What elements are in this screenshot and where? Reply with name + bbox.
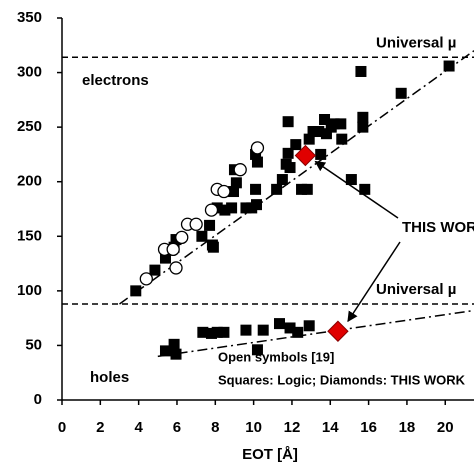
square-point: [359, 183, 371, 195]
square-point: [170, 348, 182, 360]
square-point: [443, 60, 455, 72]
square-point: [240, 324, 252, 336]
square-point: [168, 338, 180, 350]
x-tick-label: 8: [211, 419, 219, 436]
square-point: [313, 126, 325, 138]
square-point: [273, 318, 285, 330]
y-tick-label: 100: [17, 282, 42, 299]
circle-point: [166, 242, 180, 257]
square-point: [355, 65, 367, 77]
square-point: [257, 324, 269, 336]
square-point: [292, 326, 304, 338]
square-point: [301, 183, 313, 195]
square-point: [196, 230, 208, 242]
square-point: [250, 148, 262, 160]
trend-line: [157, 309, 474, 358]
square-point: [307, 126, 319, 138]
square-point: [240, 202, 252, 214]
square-point: [357, 121, 369, 133]
square-point: [282, 147, 294, 159]
y-tick-label: 0: [34, 391, 42, 408]
square-point: [149, 264, 161, 276]
square-point: [296, 183, 308, 195]
square-point: [357, 111, 369, 123]
x-axis-label: EOT [Å]: [242, 446, 298, 463]
square-point: [276, 174, 288, 186]
circle-point: [204, 203, 219, 217]
square-point: [218, 326, 230, 338]
square-point: [315, 148, 327, 160]
x-tick-label: 18: [399, 419, 416, 436]
square-point: [251, 344, 263, 356]
square-point: [230, 177, 242, 189]
circle-point: [233, 163, 247, 177]
square-point: [395, 87, 407, 99]
circle-point: [250, 141, 265, 155]
square-point: [228, 186, 240, 198]
x-tick-label: 10: [245, 419, 262, 436]
arrow: [347, 241, 401, 323]
y-tick-label: 300: [17, 64, 42, 81]
x-tick-label: 16: [360, 419, 377, 436]
square-point: [284, 162, 296, 174]
square-point: [197, 326, 209, 338]
annotation: Squares: Logic; Diamonds: THIS WORK: [218, 372, 466, 387]
square-point: [282, 116, 294, 128]
trend-line: [119, 50, 474, 305]
square-point: [303, 320, 315, 332]
y-tick-label: 200: [17, 173, 42, 190]
circle-point: [189, 217, 203, 231]
square-point: [335, 118, 347, 130]
x-tick-label: 2: [96, 419, 104, 436]
square-point: [159, 252, 171, 264]
circle-point: [169, 261, 183, 275]
square-point: [290, 139, 302, 151]
square-point: [207, 241, 219, 253]
square-point: [251, 156, 263, 168]
reference-label: Universal µ: [376, 34, 456, 51]
square-point: [250, 183, 262, 195]
annotation: electrons: [82, 72, 149, 89]
square-point: [303, 133, 315, 145]
circle-point: [217, 184, 231, 199]
reference-label: Universal µ: [376, 281, 456, 298]
square-point: [271, 183, 283, 195]
annotation: Open symbols [19]: [218, 349, 334, 364]
y-tick-label: 150: [17, 227, 42, 244]
annotation: THIS WORK: [402, 219, 474, 236]
diamond-point: [327, 320, 349, 342]
y-tick-label: 350: [17, 9, 42, 26]
x-tick-label: 6: [173, 419, 181, 436]
square-point: [328, 118, 340, 130]
arrow: [314, 160, 399, 219]
circle-point: [139, 272, 153, 286]
x-tick-label: 4: [134, 419, 143, 436]
square-point: [211, 326, 223, 338]
square-point: [320, 128, 332, 140]
square-point: [336, 133, 348, 145]
circle-point: [175, 230, 189, 245]
square-point: [226, 202, 238, 214]
square-point: [284, 322, 296, 334]
x-tick-label: 20: [437, 419, 454, 436]
square-point: [130, 285, 142, 297]
square-point: [319, 114, 331, 126]
y-tick-label: 50: [25, 336, 42, 353]
square-point: [345, 174, 357, 186]
square-point: [205, 327, 217, 339]
x-tick-label: 12: [284, 419, 301, 436]
square-point: [159, 345, 171, 357]
annotation: holes: [90, 369, 129, 386]
square-point: [204, 219, 216, 231]
square-point: [251, 199, 263, 211]
square-point: [219, 204, 231, 216]
x-tick-label: 0: [58, 419, 66, 436]
x-tick-label: 14: [322, 419, 339, 436]
diamond-point: [294, 144, 317, 167]
y-tick-label: 250: [17, 118, 42, 135]
